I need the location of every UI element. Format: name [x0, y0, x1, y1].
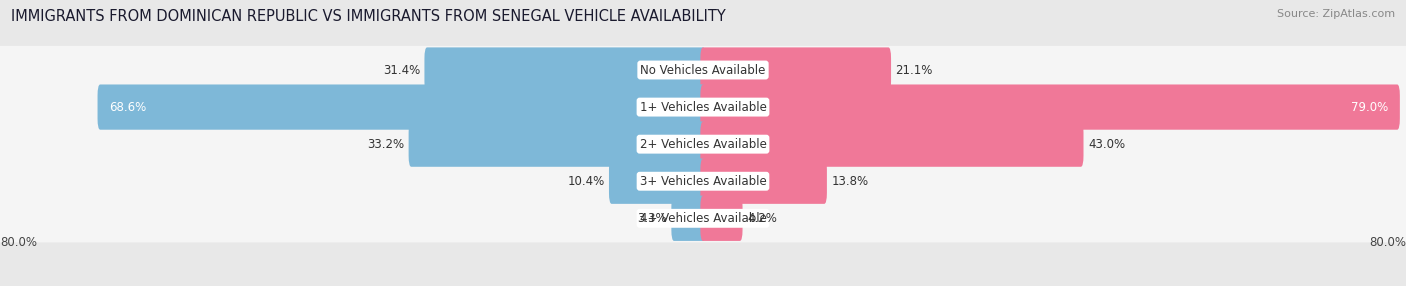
Text: IMMIGRANTS FROM DOMINICAN REPUBLIC VS IMMIGRANTS FROM SENEGAL VEHICLE AVAILABILI: IMMIGRANTS FROM DOMINICAN REPUBLIC VS IM…	[11, 9, 725, 23]
Text: 31.4%: 31.4%	[382, 63, 420, 77]
FancyBboxPatch shape	[0, 83, 1406, 131]
FancyBboxPatch shape	[700, 47, 891, 93]
Text: 80.0%: 80.0%	[1369, 236, 1406, 249]
FancyBboxPatch shape	[700, 196, 742, 241]
Text: 1+ Vehicles Available: 1+ Vehicles Available	[640, 101, 766, 114]
Text: 3.3%: 3.3%	[637, 212, 666, 225]
Text: 80.0%: 80.0%	[0, 236, 37, 249]
Text: 68.6%: 68.6%	[110, 101, 146, 114]
Text: 21.1%: 21.1%	[896, 63, 932, 77]
FancyBboxPatch shape	[700, 122, 1084, 167]
Text: 4.2%: 4.2%	[747, 212, 776, 225]
FancyBboxPatch shape	[0, 194, 1406, 243]
FancyBboxPatch shape	[0, 46, 1406, 94]
Text: 79.0%: 79.0%	[1351, 101, 1389, 114]
Text: 10.4%: 10.4%	[568, 175, 605, 188]
FancyBboxPatch shape	[672, 196, 706, 241]
Text: 33.2%: 33.2%	[367, 138, 405, 151]
Text: 43.0%: 43.0%	[1088, 138, 1125, 151]
FancyBboxPatch shape	[609, 159, 706, 204]
Text: No Vehicles Available: No Vehicles Available	[640, 63, 766, 77]
FancyBboxPatch shape	[97, 84, 706, 130]
Text: 13.8%: 13.8%	[831, 175, 869, 188]
FancyBboxPatch shape	[0, 120, 1406, 168]
FancyBboxPatch shape	[425, 47, 706, 93]
Text: Source: ZipAtlas.com: Source: ZipAtlas.com	[1277, 9, 1395, 19]
Text: 2+ Vehicles Available: 2+ Vehicles Available	[640, 138, 766, 151]
FancyBboxPatch shape	[700, 84, 1400, 130]
Text: 4+ Vehicles Available: 4+ Vehicles Available	[640, 212, 766, 225]
FancyBboxPatch shape	[700, 159, 827, 204]
FancyBboxPatch shape	[409, 122, 706, 167]
FancyBboxPatch shape	[0, 157, 1406, 205]
Text: 3+ Vehicles Available: 3+ Vehicles Available	[640, 175, 766, 188]
